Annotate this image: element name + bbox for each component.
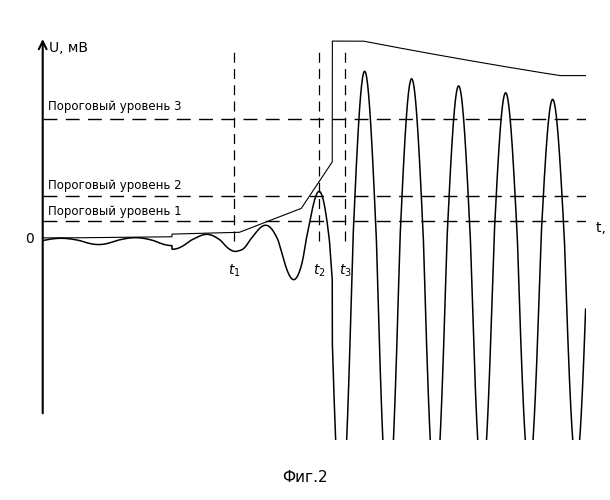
- Text: t, мкс: t, мкс: [596, 221, 610, 235]
- Text: Пороговый уровень 1: Пороговый уровень 1: [48, 205, 182, 218]
- Text: $t_3$: $t_3$: [339, 262, 351, 279]
- Text: U, мВ: U, мВ: [49, 40, 88, 54]
- Text: 0: 0: [24, 232, 34, 246]
- Text: Пороговый уровень 2: Пороговый уровень 2: [48, 179, 182, 192]
- Text: Пороговый уровень 3: Пороговый уровень 3: [48, 100, 181, 113]
- Text: $t_2$: $t_2$: [313, 262, 326, 279]
- Text: Фиг.2: Фиг.2: [282, 470, 328, 485]
- Text: $t_1$: $t_1$: [228, 262, 240, 279]
